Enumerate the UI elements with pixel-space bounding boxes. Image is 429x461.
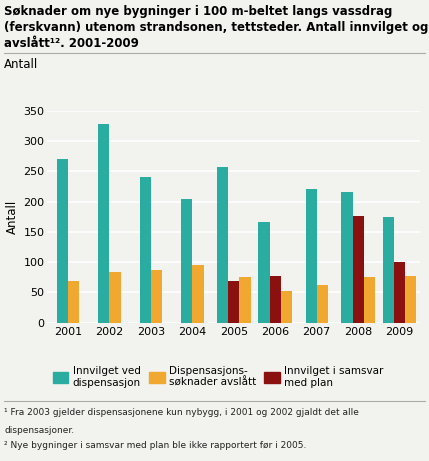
Bar — [305, 189, 317, 323]
Bar — [57, 159, 68, 323]
Y-axis label: Antall: Antall — [6, 200, 19, 234]
Text: avslått¹². 2001-2009: avslått¹². 2001-2009 — [4, 37, 139, 50]
Text: ¹ Fra 2003 gjelder dispensasjonene kun nybygg, i 2001 og 2002 gjaldt det alle: ¹ Fra 2003 gjelder dispensasjonene kun n… — [4, 408, 359, 417]
Bar — [353, 216, 364, 323]
Bar — [394, 261, 405, 323]
Bar — [68, 282, 79, 323]
Legend: Innvilget ved
dispensasjon, Dispensasjons-
søknader avslått, Innvilget i samsvar: Innvilget ved dispensasjon, Dispensasjon… — [48, 362, 388, 392]
Text: ² Nye bygninger i samsvar med plan ble ikke rapportert før i 2005.: ² Nye bygninger i samsvar med plan ble i… — [4, 441, 307, 450]
Text: dispensasjoner.: dispensasjoner. — [4, 426, 74, 435]
Text: (ferskvann) utenom strandsonen, tettsteder. Antall innvilget og: (ferskvann) utenom strandsonen, tettsted… — [4, 21, 429, 34]
Bar — [239, 277, 251, 323]
Bar — [151, 270, 162, 323]
Bar — [192, 265, 203, 323]
Bar — [405, 276, 417, 323]
Text: Antall: Antall — [4, 58, 39, 71]
Bar — [228, 281, 239, 323]
Text: Søknader om nye bygninger i 100 m-beltet langs vassdrag: Søknader om nye bygninger i 100 m-beltet… — [4, 5, 393, 18]
Bar — [98, 124, 109, 323]
Bar — [341, 192, 353, 323]
Bar — [217, 167, 228, 323]
Bar — [270, 276, 281, 323]
Bar — [383, 217, 394, 323]
Bar — [364, 277, 375, 323]
Bar — [181, 199, 192, 323]
Bar — [259, 222, 270, 323]
Bar — [109, 272, 121, 323]
Bar — [281, 290, 292, 323]
Bar — [140, 177, 151, 323]
Bar — [317, 285, 328, 323]
